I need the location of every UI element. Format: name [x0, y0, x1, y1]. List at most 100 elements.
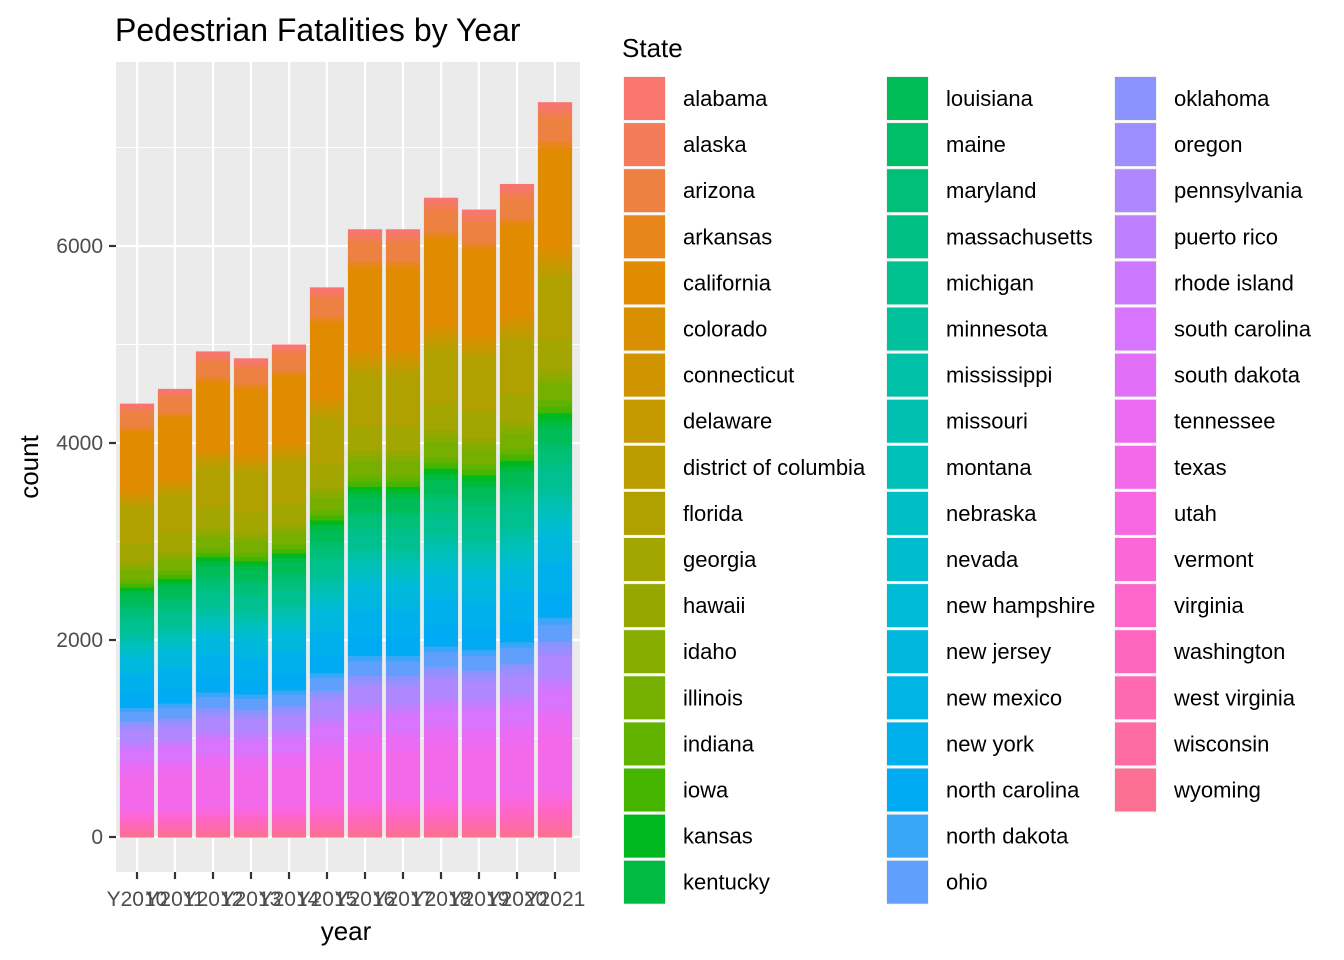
bar-segment-west-virginia-Y2014: [271, 823, 307, 829]
bar-segment-new-york-Y2012: [195, 655, 231, 677]
bar-segment-louisiana-Y2018: [423, 479, 459, 494]
bar-segment-idaho-Y2015: [309, 491, 345, 498]
bar-segment-kentucky-Y2012: [195, 561, 231, 567]
bar-segment-west-virginia-Y2018: [423, 819, 459, 826]
legend-swatch-arizona: [624, 169, 665, 213]
legend-swatch-minnesota: [887, 307, 928, 351]
legend-label: new jersey: [946, 639, 1051, 664]
bar-segment-south-dakota-Y2016: [347, 730, 383, 737]
bar-segment-virginia-Y2010: [119, 817, 155, 822]
bar-segment-idaho-Y2011: [157, 555, 193, 561]
bar-segment-michigan-Y2010: [119, 619, 155, 632]
bar-segment-indiana-Y2021: [537, 399, 573, 407]
legend-label: arizona: [683, 178, 756, 203]
bar-segment-alaska-Y2018: [423, 203, 459, 211]
legend-swatch-massachusetts: [887, 215, 928, 259]
bar-segment-new-york-Y2014: [271, 653, 307, 675]
bar-segment-florida-Y2020: [499, 338, 535, 395]
bar-segment-hawaii-Y2017: [385, 449, 421, 456]
legend-label: west virginia: [1173, 685, 1296, 710]
legend-swatch-colorado: [624, 307, 665, 351]
bar-segment-utah-Y2015: [309, 801, 345, 808]
bar-segment-washington-Y2015: [309, 816, 345, 823]
bar-segment-indiana-Y2012: [195, 547, 231, 553]
bar-segment-iowa-Y2017: [385, 480, 421, 487]
bar-segment-georgia-Y2012: [195, 507, 231, 529]
bar-segment-connecticut-Y2015: [309, 402, 345, 408]
legend-swatch-hawaii: [624, 584, 665, 628]
bar-segment-new-mexico-Y2011: [157, 665, 193, 671]
bar-segment-massachusetts-Y2019: [461, 516, 497, 524]
bar-segment-wyoming-Y2014: [271, 832, 307, 838]
bar-segment-idaho-Y2010: [119, 564, 155, 570]
legend-label: nevada: [946, 547, 1019, 572]
bar-segment-arkansas-Y2021: [537, 141, 573, 149]
bar-segment-virginia-Y2019: [461, 808, 497, 815]
bar-segment-nevada-Y2017: [385, 575, 421, 583]
bar-segment-wyoming-Y2016: [347, 831, 383, 838]
bar-segment-rhode-island-Y2016: [347, 709, 383, 716]
legend-swatch-iowa: [624, 768, 665, 812]
bar-segment-oregon-Y2017: [385, 680, 421, 687]
bar-segment-south-dakota-Y2011: [157, 758, 193, 764]
bar-segment-arizona-Y2021: [537, 115, 573, 143]
bar-segment-wisconsin-Y2015: [309, 826, 345, 833]
bar-segment-vermont-Y2018: [423, 801, 459, 809]
bar-segment-illinois-Y2010: [119, 568, 155, 580]
bar-segment-new-jersey-Y2013: [233, 640, 269, 655]
legend-swatch-washington: [1115, 630, 1156, 674]
bar-segment-idaho-Y2019: [461, 443, 497, 450]
bar-segment-massachusetts-Y2012: [195, 589, 231, 595]
bar-segment-missouri-Y2012: [195, 615, 231, 621]
bar-segment-oklahoma-Y2016: [347, 675, 383, 682]
bar-segment-michigan-Y2014: [271, 590, 307, 604]
bar-segment-washington-Y2020: [499, 813, 535, 820]
bar-segment-new-mexico-Y2021: [537, 555, 573, 564]
bar-segment-indiana-Y2016: [347, 475, 383, 482]
bar-segment-iowa-Y2012: [195, 552, 231, 558]
bar-segment-virginia-Y2015: [309, 811, 345, 818]
bar-segment-utah-Y2021: [537, 790, 573, 798]
bar-segment-georgia-Y2014: [271, 502, 307, 524]
bar-segment-georgia-Y2018: [423, 403, 459, 431]
bar-segment-west-virginia-Y2016: [347, 820, 383, 827]
bar-segment-oklahoma-Y2017: [385, 675, 421, 682]
bar-segment-minnesota-Y2017: [385, 548, 421, 555]
bar-segment-rhode-island-Y2014: [271, 733, 307, 739]
bar-segment-michigan-Y2018: [423, 516, 459, 534]
bar-segment-connecticut-Y2010: [119, 494, 155, 499]
bar-segment-south-dakota-Y2020: [499, 722, 535, 730]
bar-segment-delaware-Y2015: [309, 407, 345, 413]
legend-label: oregon: [1174, 132, 1243, 157]
bar-segment-tennessee-Y2018: [423, 731, 459, 747]
bar-segment-new-york-Y2018: [423, 598, 459, 626]
bar-segment-washington-Y2017: [385, 814, 421, 821]
bar-segment-puerto-rico-Y2018: [423, 696, 459, 704]
bar-segment-virginia-Y2012: [195, 814, 231, 820]
bar-segment-kentucky-Y2018: [423, 473, 459, 481]
bar-segment-south-carolina-Y2015: [309, 726, 345, 742]
legend-label: district of columbia: [683, 455, 866, 480]
bar-segment-north-carolina-Y2018: [423, 625, 459, 647]
bar-segment-alaska-Y2021: [537, 108, 573, 117]
bar-segment-michigan-Y2021: [537, 468, 573, 489]
bar-segment-indiana-Y2013: [233, 552, 269, 557]
bar-segment-nebraska-Y2019: [461, 561, 497, 569]
bar-segment-mississippi-Y2018: [423, 539, 459, 546]
legend-label: missouri: [946, 409, 1028, 434]
bar-segment-west-virginia-Y2013: [233, 823, 269, 829]
legend-swatch-puerto-rico: [1115, 215, 1156, 259]
bar-segment-minnesota-Y2011: [157, 624, 193, 629]
legend-label: hawaii: [683, 593, 745, 618]
legend-swatch-california: [624, 261, 665, 305]
bar-segment-colorado-Y2012: [195, 448, 231, 454]
bar-segment-minnesota-Y2013: [233, 609, 269, 615]
bar-segment-delaware-Y2021: [537, 262, 573, 270]
bar-segment-arizona-Y2020: [499, 195, 535, 220]
bar-segment-ohio-Y2018: [423, 651, 459, 668]
legend-label: illinois: [683, 685, 743, 710]
bar-segment-california-Y2011: [157, 416, 193, 479]
legend-label: new york: [946, 731, 1035, 756]
bar-segment-vermont-Y2014: [271, 810, 307, 816]
bar-segment-missouri-Y2017: [385, 559, 421, 566]
